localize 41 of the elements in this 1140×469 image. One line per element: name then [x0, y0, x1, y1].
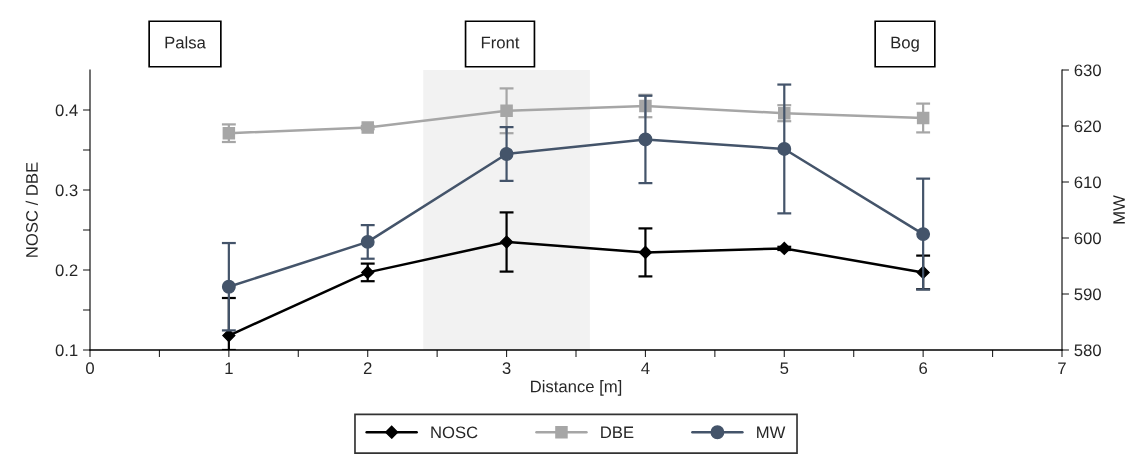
- point: [499, 147, 514, 161]
- point: [638, 245, 653, 259]
- legend-label: MW: [757, 426, 786, 439]
- y2-tick-label: 630: [1074, 64, 1101, 77]
- legend-label: NOSC: [431, 426, 478, 439]
- y-tick-label: 0.1: [55, 344, 78, 357]
- point: [221, 279, 236, 294]
- x-tick-label: 4: [641, 362, 650, 374]
- point: [222, 329, 236, 343]
- x-tick-label: 1: [225, 362, 233, 374]
- point: [360, 234, 375, 249]
- y2-tick-label: 620: [1074, 120, 1101, 133]
- y2-tick-label: 590: [1074, 288, 1101, 301]
- text: Front: [481, 36, 520, 49]
- point: [222, 126, 236, 140]
- y2-axis-title: MW: [1113, 195, 1125, 224]
- x-tick-label: 6: [919, 362, 928, 375]
- point: [916, 111, 930, 125]
- point: [638, 132, 653, 147]
- x-tick-label: 7: [1058, 362, 1066, 374]
- text: Bog: [891, 36, 919, 52]
- point: [916, 227, 931, 242]
- y2-tick-label: 610: [1074, 176, 1101, 189]
- point: [500, 104, 513, 118]
- y-tick-label: 0.3: [55, 184, 78, 197]
- point: [777, 241, 791, 255]
- legend-label: DBE: [601, 426, 634, 439]
- y-tick-label: 0.4: [55, 104, 78, 117]
- y-axis-title: NOSC / DBE: [25, 162, 38, 257]
- x-axis-title: Distance [m]: [531, 380, 622, 396]
- y2-tick-label: 580: [1074, 344, 1101, 357]
- point: [499, 235, 514, 249]
- point: [361, 265, 375, 279]
- x-tick-label: 2: [363, 362, 372, 374]
- text: Palsa: [165, 36, 206, 49]
- y2-tick-label: 600: [1074, 232, 1101, 245]
- point: [777, 142, 792, 156]
- y-tick-label: 0.2: [55, 264, 78, 277]
- x-tick-label: 0: [86, 362, 94, 375]
- x-tick-label: 3: [502, 362, 511, 375]
- x-tick-label: 5: [780, 362, 789, 375]
